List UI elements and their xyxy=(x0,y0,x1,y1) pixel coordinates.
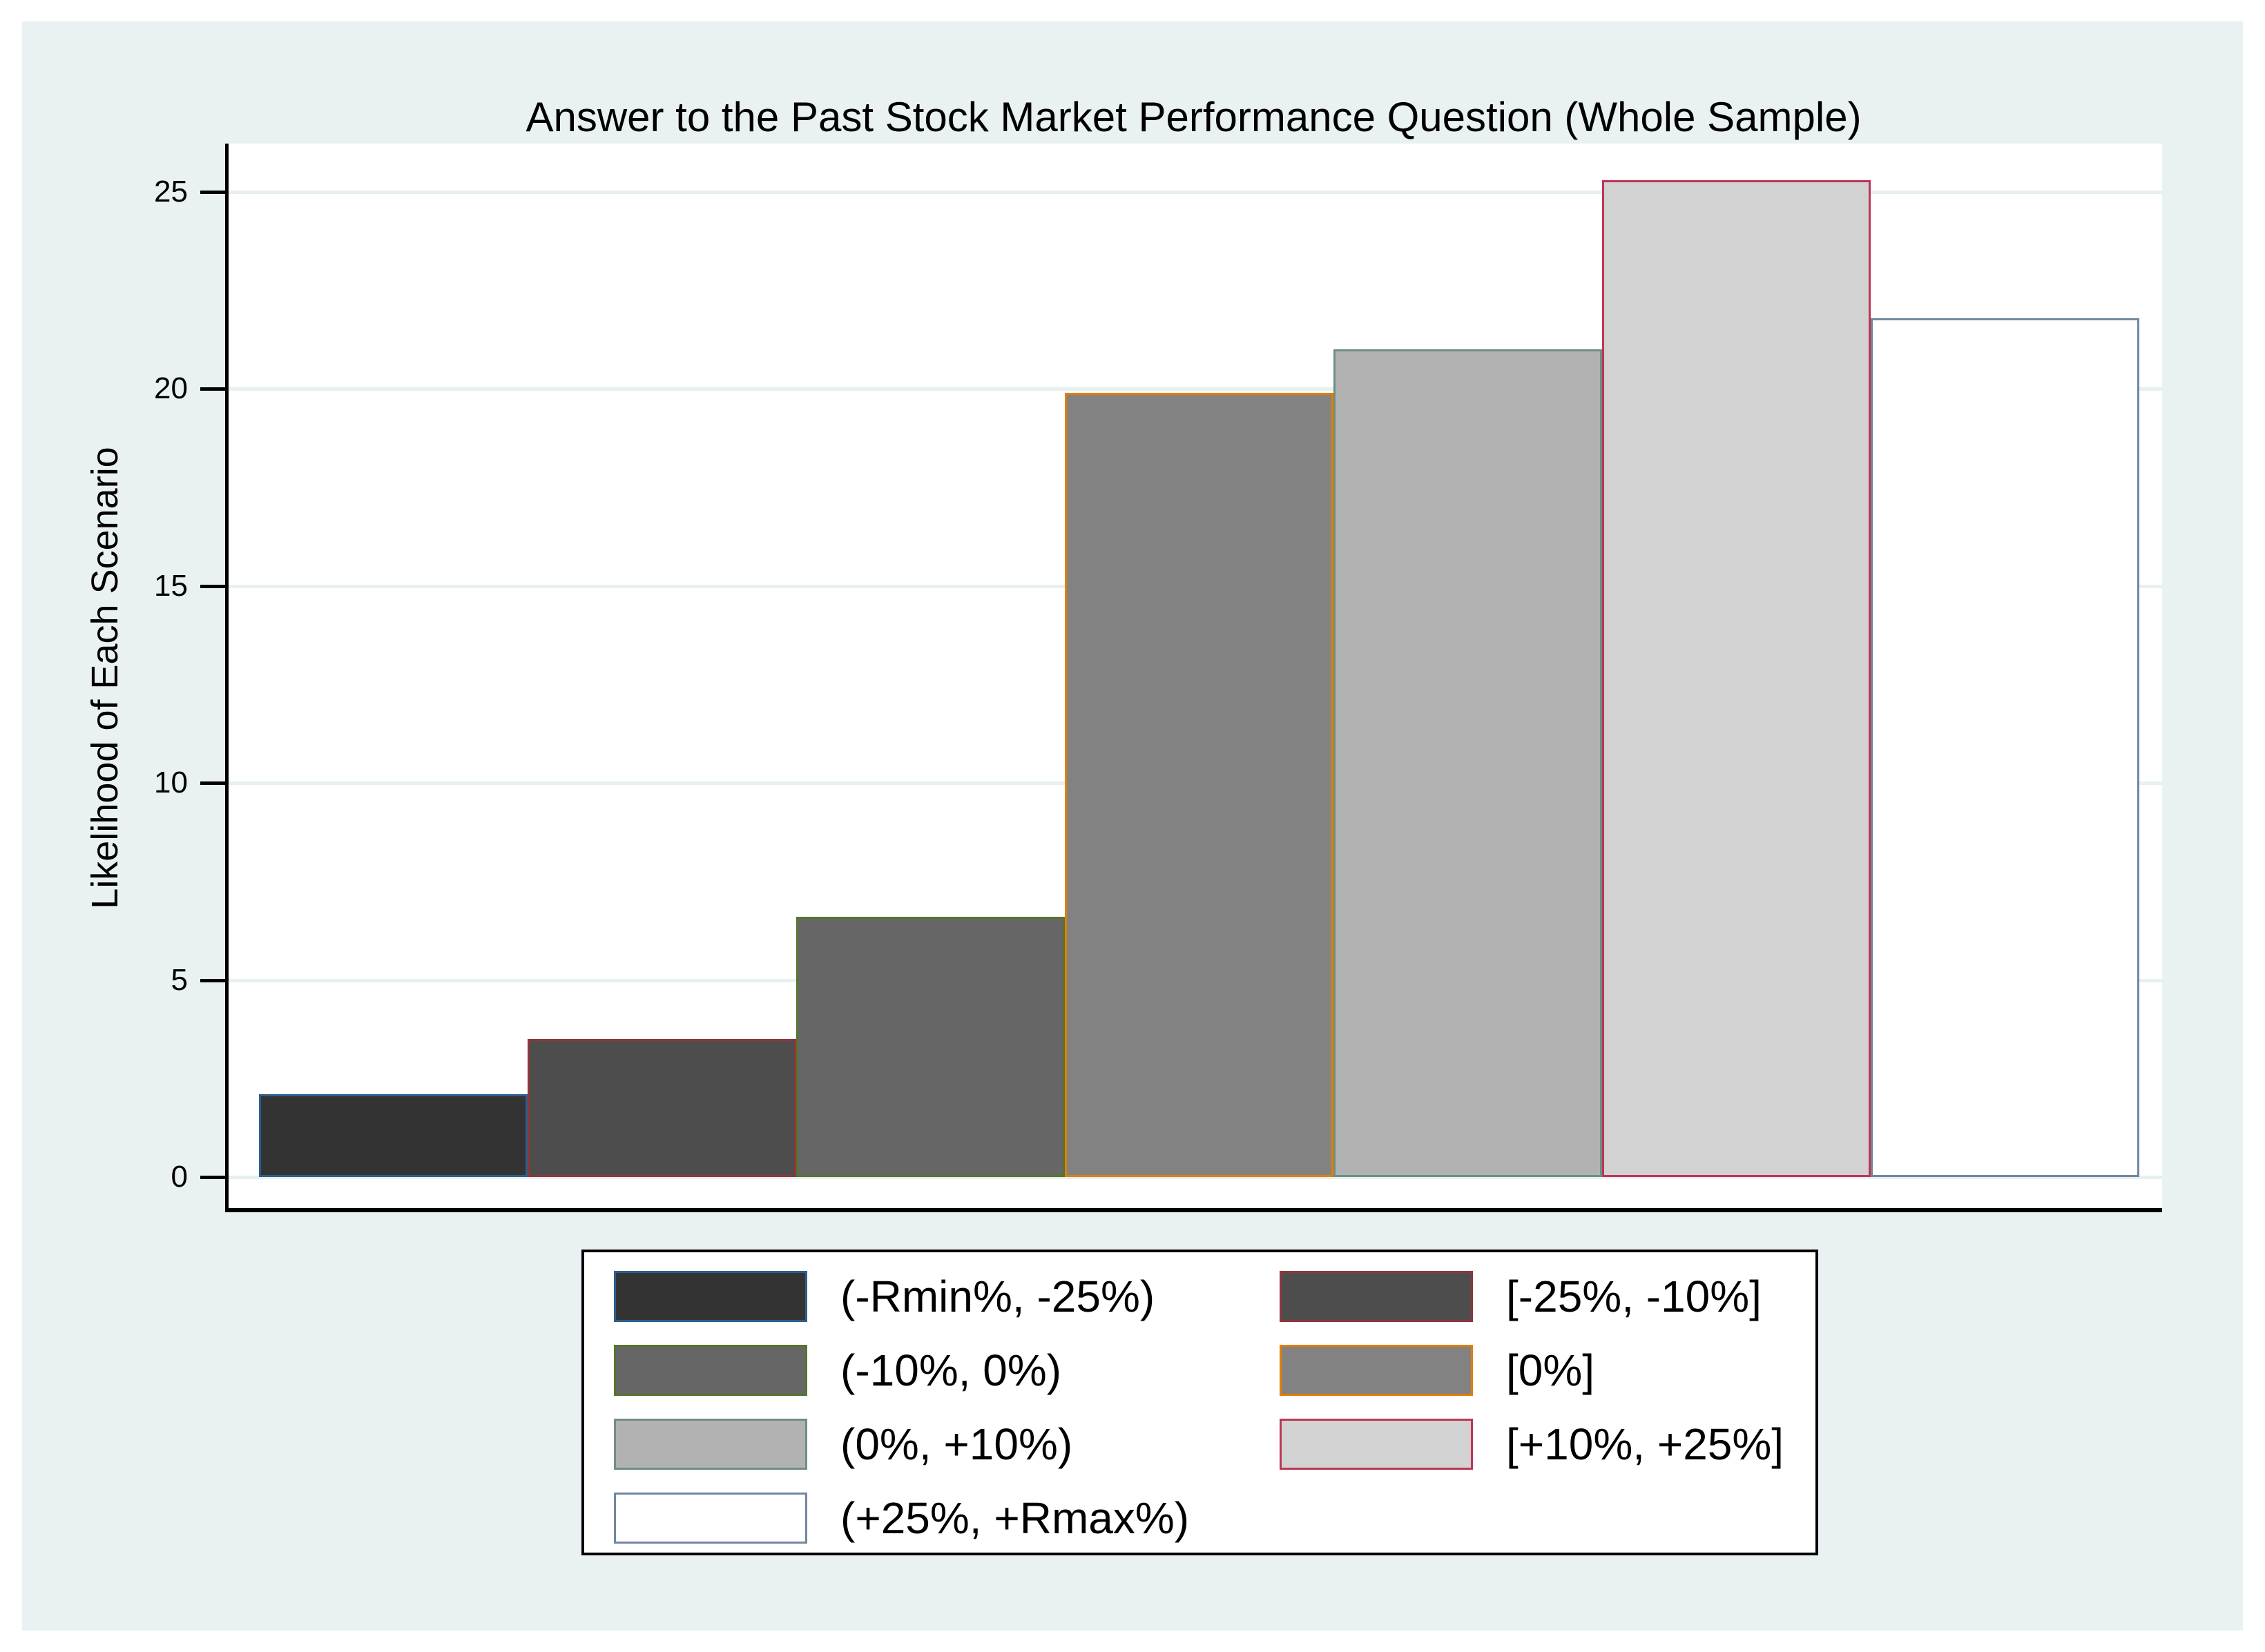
legend: (-Rmin%, -25%) [-25%, -10%] (-10%, 0%) [0%]… xyxy=(581,1250,1818,1555)
y-tick-20 xyxy=(200,387,225,391)
legend-item-6: [+10%, +25%] xyxy=(1280,1418,1815,1470)
y-tick-25 xyxy=(200,191,225,194)
y-tick-label-5: 5 xyxy=(171,962,188,997)
legend-swatch-5 xyxy=(614,1418,807,1470)
bar-6 xyxy=(1602,180,1871,1177)
bar-5 xyxy=(1333,349,1602,1177)
legend-item-3: (-10%, 0%) xyxy=(614,1344,1280,1396)
y-tick-15 xyxy=(200,584,225,588)
legend-label-2: [-25%, -10%] xyxy=(1506,1271,1762,1321)
legend-label-4: [0%] xyxy=(1506,1345,1595,1395)
y-tick-0 xyxy=(200,1176,225,1179)
legend-item-5: (0%, +10%) xyxy=(614,1418,1280,1470)
legend-swatch-3 xyxy=(614,1344,807,1396)
bar-7 xyxy=(1871,318,2139,1177)
legend-item-2: [-25%, -10%] xyxy=(1280,1270,1815,1322)
chart-title: Answer to the Past Stock Market Performa… xyxy=(526,94,1862,140)
legend-item-4: [0%] xyxy=(1280,1344,1815,1396)
legend-swatch-7 xyxy=(614,1492,807,1544)
gridline-y20 xyxy=(229,387,2162,391)
y-tick-label-15: 15 xyxy=(154,568,188,603)
y-axis-title: Likelihood of Each Scenario xyxy=(84,447,126,909)
legend-label-6: [+10%, +25%] xyxy=(1506,1419,1784,1469)
legend-swatch-6 xyxy=(1280,1418,1473,1470)
y-tick-5 xyxy=(200,978,225,982)
gridline-y0 xyxy=(229,1176,2162,1179)
legend-label-7: (+25%, +Rmax%) xyxy=(840,1493,1190,1543)
bar-4 xyxy=(1065,393,1333,1177)
figure-area: Answer to the Past Stock Market Performa… xyxy=(22,21,2243,1631)
legend-item-7: (+25%, +Rmax%) xyxy=(614,1492,1280,1544)
bar-2 xyxy=(528,1039,796,1177)
y-tick-10 xyxy=(200,781,225,786)
bar-3 xyxy=(796,917,1065,1177)
y-tick-label-20: 20 xyxy=(154,371,188,406)
y-tick-label-25: 25 xyxy=(154,175,188,208)
legend-label-1: (-Rmin%, -25%) xyxy=(840,1271,1155,1321)
legend-item-1: (-Rmin%, -25%) xyxy=(614,1270,1280,1322)
legend-swatch-2 xyxy=(1280,1270,1473,1322)
legend-swatch-1 xyxy=(614,1270,807,1322)
legend-swatch-4 xyxy=(1280,1344,1473,1396)
legend-label-3: (-10%, 0%) xyxy=(840,1345,1062,1395)
y-tick-label-10: 10 xyxy=(154,766,188,800)
bar-1 xyxy=(259,1094,528,1177)
gridline-y25 xyxy=(229,191,2162,194)
legend-label-5: (0%, +10%) xyxy=(840,1419,1073,1469)
plot-area xyxy=(225,144,2162,1212)
y-tick-label-0: 0 xyxy=(171,1160,188,1194)
